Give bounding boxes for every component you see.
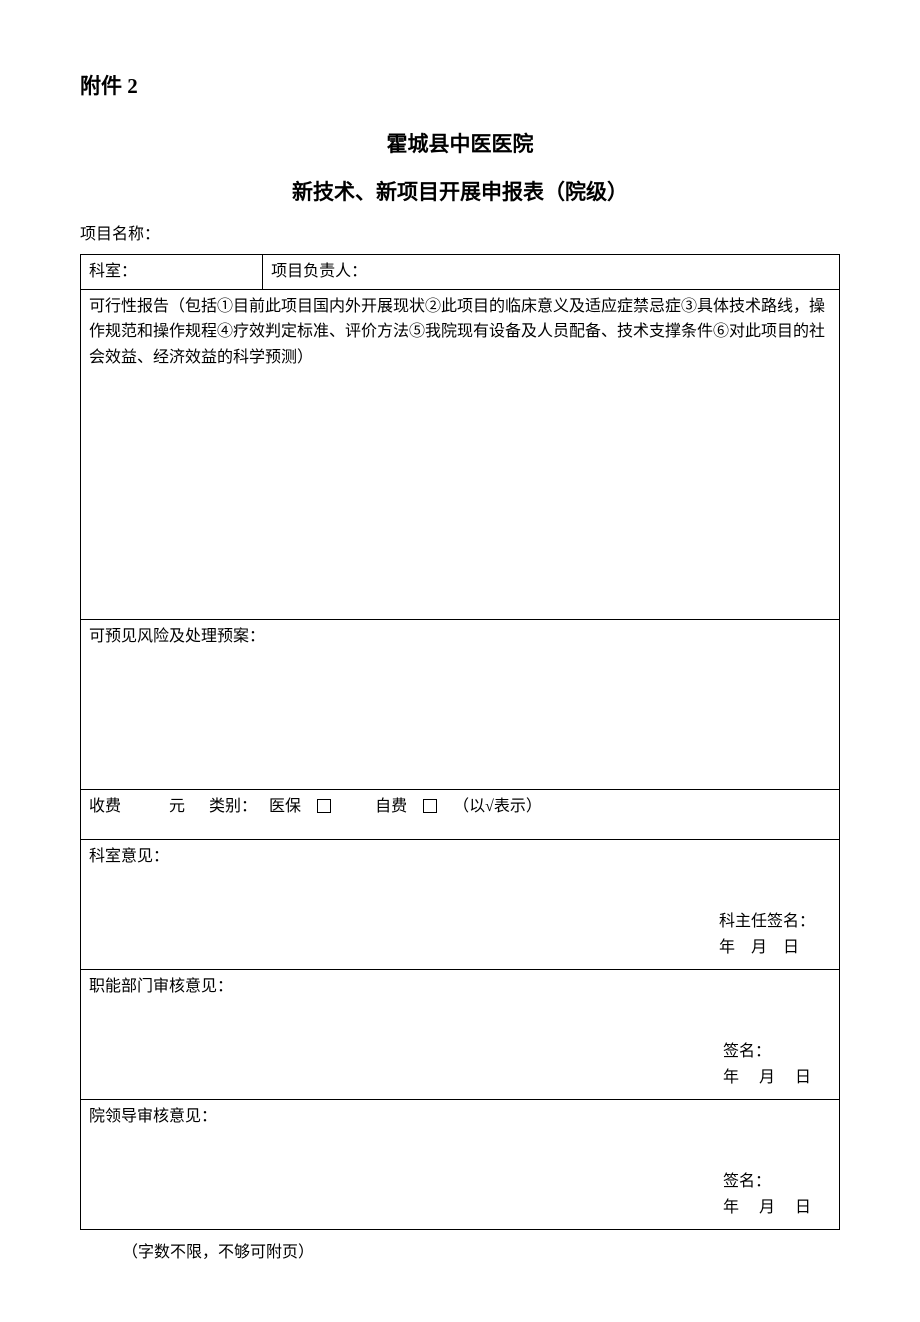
row-functional-opinion: 职能部门审核意见： 签名： 年 月 日 [81, 969, 840, 1099]
functional-opinion-label: 职能部门审核意见： [89, 974, 831, 1000]
attachment-label: 附件 2 [80, 70, 840, 100]
functional-opinion-cell: 职能部门审核意见： 签名： 年 月 日 [81, 969, 840, 1099]
dept-sign-block: 科主任签名： 年 月 日 [719, 909, 815, 960]
dept-date-line: 年 月 日 [719, 935, 815, 961]
dept-head-sign-label: 科主任签名： [719, 909, 815, 935]
leader-date-line: 年 月 日 [723, 1195, 811, 1221]
row-feasibility: 可行性报告（包括①目前此项目国内外开展现状②此项目的临床意义及适应症禁忌症③具体… [81, 289, 840, 619]
leader-opinion-cell: 院领导审核意见： 签名： 年 月 日 [81, 1099, 840, 1229]
risk-cell: 可预见风险及处理预案： [81, 619, 840, 789]
row-risk: 可预见风险及处理预案： [81, 619, 840, 789]
check-hint-label: （以√表示） [453, 794, 542, 820]
leader-opinion-label: 院领导审核意见： [89, 1104, 831, 1130]
project-name-label: 项目名称： [80, 220, 840, 244]
self-pay-checkbox[interactable] [423, 799, 437, 813]
fee-spacer-7 [441, 794, 453, 820]
month-label-3: 月 [759, 1199, 775, 1216]
project-leader-cell: 项目负责人： [263, 255, 840, 290]
year-label-3: 年 [723, 1199, 739, 1216]
functional-date-line: 年 月 日 [723, 1065, 811, 1091]
form-title: 新技术、新项目开展申报表（院级） [80, 176, 840, 206]
department-label: 科室： [89, 263, 137, 280]
medical-insurance-checkbox[interactable] [317, 799, 331, 813]
yuan-label: 元 [169, 794, 185, 820]
month-label-2: 月 [759, 1069, 775, 1086]
hospital-name: 霍城县中医医院 [80, 128, 840, 158]
feasibility-report-text: 可行性报告（包括①目前此项目国内外开展现状②此项目的临床意义及适应症禁忌症③具体… [89, 298, 825, 366]
day-label-2: 日 [795, 1069, 811, 1086]
fee-spacer-3 [257, 794, 269, 820]
row-dept-opinion: 科室意见： 科主任签名： 年 月 日 [81, 839, 840, 969]
year-label: 年 [719, 939, 735, 956]
functional-sign-label: 签名： [723, 1039, 811, 1065]
application-form-table: 科室： 项目负责人： 可行性报告（包括①目前此项目国内外开展现状②此项目的临床意… [80, 254, 840, 1230]
fee-spacer-6 [407, 794, 419, 820]
dept-opinion-label: 科室意见： [89, 844, 831, 870]
fee-spacer-1 [121, 794, 169, 820]
month-label: 月 [751, 939, 767, 956]
row-dept-leader: 科室： 项目负责人： [81, 255, 840, 290]
foreseeable-risk-label: 可预见风险及处理预案： [89, 628, 265, 645]
day-label-3: 日 [795, 1199, 811, 1216]
year-label-2: 年 [723, 1069, 739, 1086]
medical-insurance-label: 医保 [269, 794, 301, 820]
fee-spacer-4 [301, 794, 313, 820]
fee-line: 收费 元 类别： 医保 自费 （以√表示） [89, 794, 831, 820]
feasibility-cell: 可行性报告（包括①目前此项目国内外开展现状②此项目的临床意义及适应症禁忌症③具体… [81, 289, 840, 619]
category-label: 类别： [209, 794, 257, 820]
fee-cell: 收费 元 类别： 医保 自费 （以√表示） [81, 789, 840, 839]
functional-sign-block: 签名： 年 月 日 [723, 1039, 811, 1090]
project-leader-label: 项目负责人： [271, 263, 367, 280]
footer-note: （字数不限，不够可附页） [80, 1238, 840, 1262]
leader-sign-block: 签名： 年 月 日 [723, 1169, 811, 1220]
day-label: 日 [783, 939, 799, 956]
dept-opinion-cell: 科室意见： 科主任签名： 年 月 日 [81, 839, 840, 969]
row-leader-opinion: 院领导审核意见： 签名： 年 月 日 [81, 1099, 840, 1229]
fee-spacer-5 [335, 794, 375, 820]
self-pay-label: 自费 [375, 794, 407, 820]
row-fee: 收费 元 类别： 医保 自费 （以√表示） [81, 789, 840, 839]
leader-sign-label: 签名： [723, 1169, 811, 1195]
fee-label: 收费 [89, 794, 121, 820]
department-cell: 科室： [81, 255, 263, 290]
fee-spacer-2 [185, 794, 209, 820]
